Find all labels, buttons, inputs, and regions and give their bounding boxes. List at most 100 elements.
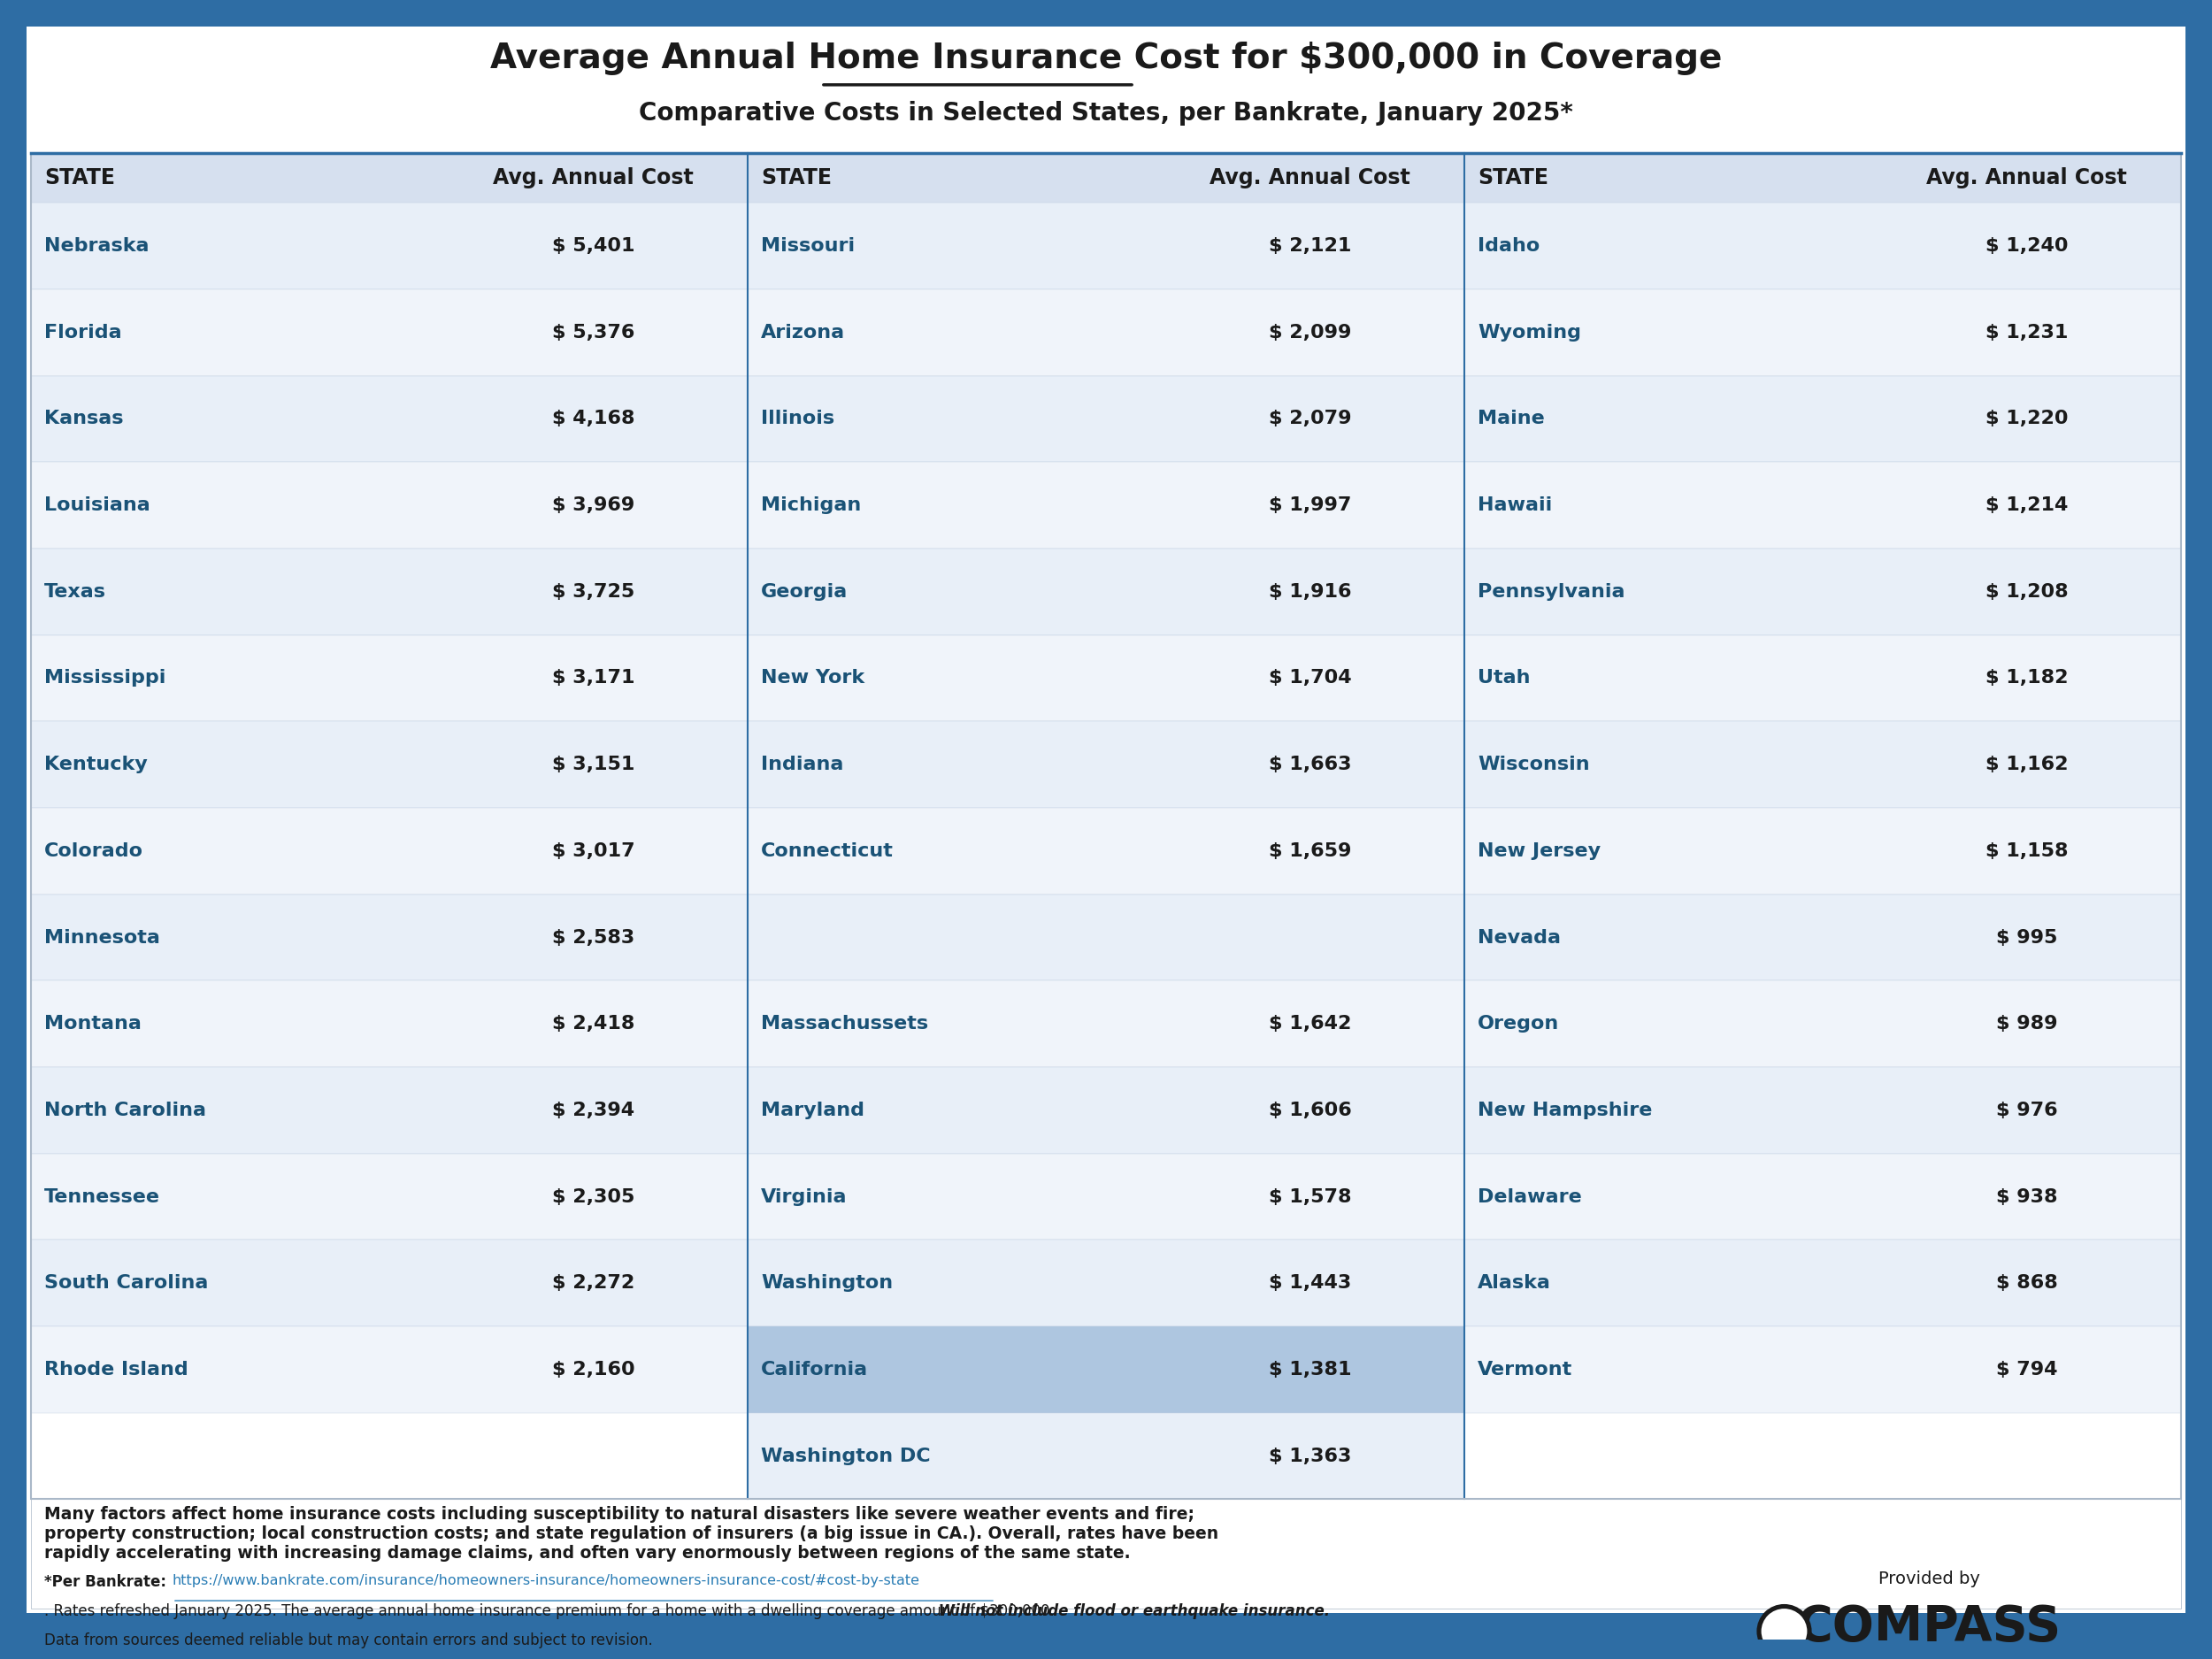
Text: Many factors affect home insurance costs including susceptibility to natural dis: Many factors affect home insurance costs… bbox=[44, 1506, 1219, 1563]
Text: Mississippi: Mississippi bbox=[44, 669, 166, 687]
Text: $ 5,376: $ 5,376 bbox=[553, 324, 635, 342]
FancyBboxPatch shape bbox=[1464, 463, 2181, 549]
Text: Nebraska: Nebraska bbox=[44, 237, 148, 255]
Text: $ 1,916: $ 1,916 bbox=[1270, 582, 1352, 601]
Text: $ 1,663: $ 1,663 bbox=[1270, 757, 1352, 773]
Text: $ 1,231: $ 1,231 bbox=[1986, 324, 2068, 342]
FancyBboxPatch shape bbox=[31, 463, 748, 549]
Text: $ 1,220: $ 1,220 bbox=[1986, 410, 2068, 428]
FancyBboxPatch shape bbox=[31, 1239, 748, 1327]
FancyBboxPatch shape bbox=[31, 549, 748, 635]
FancyBboxPatch shape bbox=[748, 202, 1464, 289]
Text: Pennsylvania: Pennsylvania bbox=[1478, 582, 1626, 601]
Text: $ 1,182: $ 1,182 bbox=[1986, 669, 2068, 687]
Text: Alaska: Alaska bbox=[1478, 1274, 1551, 1292]
FancyBboxPatch shape bbox=[31, 1327, 748, 1413]
Text: Avg. Annual Cost: Avg. Annual Cost bbox=[1927, 168, 2128, 189]
Text: https://www.bankrate.com/insurance/homeowners-insurance/homeowners-insurance-cos: https://www.bankrate.com/insurance/homeo… bbox=[173, 1574, 920, 1588]
FancyBboxPatch shape bbox=[748, 1413, 1464, 1500]
Text: $ 1,240: $ 1,240 bbox=[1986, 237, 2068, 255]
Text: . Rates refreshed January 2025. The average annual home insurance premium for a : . Rates refreshed January 2025. The aver… bbox=[44, 1603, 1055, 1619]
FancyBboxPatch shape bbox=[748, 549, 1464, 635]
Text: Vermont: Vermont bbox=[1478, 1360, 1573, 1379]
FancyBboxPatch shape bbox=[748, 1239, 1464, 1327]
Text: $ 794: $ 794 bbox=[1995, 1360, 2057, 1379]
Text: $ 1,704: $ 1,704 bbox=[1270, 669, 1352, 687]
Text: Avg. Annual Cost: Avg. Annual Cost bbox=[1210, 168, 1411, 189]
Text: $ 989: $ 989 bbox=[1995, 1015, 2057, 1034]
Text: $ 3,171: $ 3,171 bbox=[553, 669, 635, 687]
Text: Montana: Montana bbox=[44, 1015, 142, 1034]
FancyBboxPatch shape bbox=[31, 1500, 2181, 1609]
FancyBboxPatch shape bbox=[1464, 549, 2181, 635]
FancyBboxPatch shape bbox=[1464, 1067, 2181, 1153]
Text: $ 1,606: $ 1,606 bbox=[1270, 1102, 1352, 1120]
Text: Connecticut: Connecticut bbox=[761, 843, 894, 859]
Text: $ 1,363: $ 1,363 bbox=[1270, 1447, 1352, 1465]
Text: New Jersey: New Jersey bbox=[1478, 843, 1601, 859]
FancyBboxPatch shape bbox=[1464, 808, 2181, 894]
Text: Nevada: Nevada bbox=[1478, 929, 1562, 946]
FancyBboxPatch shape bbox=[31, 1153, 748, 1239]
Text: North Carolina: North Carolina bbox=[44, 1102, 206, 1120]
Text: $ 2,121: $ 2,121 bbox=[1270, 237, 1352, 255]
FancyBboxPatch shape bbox=[31, 375, 748, 463]
Text: Maryland: Maryland bbox=[761, 1102, 865, 1120]
FancyBboxPatch shape bbox=[31, 202, 748, 289]
Text: $ 1,214: $ 1,214 bbox=[1986, 496, 2068, 514]
Text: $ 2,272: $ 2,272 bbox=[553, 1274, 635, 1292]
FancyBboxPatch shape bbox=[31, 980, 748, 1067]
Text: Washington DC: Washington DC bbox=[761, 1447, 931, 1465]
Text: Data from sources deemed reliable but may contain errors and subject to revision: Data from sources deemed reliable but ma… bbox=[44, 1632, 653, 1647]
Text: Comparative Costs in Selected States, per Bankrate, January 2025*: Comparative Costs in Selected States, pe… bbox=[639, 101, 1573, 126]
FancyBboxPatch shape bbox=[748, 289, 1464, 375]
FancyBboxPatch shape bbox=[748, 808, 1464, 894]
Text: $ 2,305: $ 2,305 bbox=[553, 1188, 635, 1206]
Text: Rhode Island: Rhode Island bbox=[44, 1360, 188, 1379]
FancyBboxPatch shape bbox=[1464, 1153, 2181, 1239]
Text: $ 868: $ 868 bbox=[1995, 1274, 2057, 1292]
Text: Washington: Washington bbox=[761, 1274, 894, 1292]
FancyBboxPatch shape bbox=[1464, 289, 2181, 375]
Text: Colorado: Colorado bbox=[44, 843, 144, 859]
FancyBboxPatch shape bbox=[748, 375, 1464, 463]
Text: New York: New York bbox=[761, 669, 865, 687]
Text: Texas: Texas bbox=[44, 582, 106, 601]
Text: $ 2,160: $ 2,160 bbox=[553, 1360, 635, 1379]
Text: $ 1,443: $ 1,443 bbox=[1270, 1274, 1352, 1292]
FancyBboxPatch shape bbox=[748, 980, 1464, 1067]
FancyBboxPatch shape bbox=[748, 1327, 1464, 1413]
Text: $ 2,394: $ 2,394 bbox=[553, 1102, 635, 1120]
Text: $ 2,099: $ 2,099 bbox=[1270, 324, 1352, 342]
Text: $ 1,578: $ 1,578 bbox=[1270, 1188, 1352, 1206]
Text: Florida: Florida bbox=[44, 324, 122, 342]
FancyBboxPatch shape bbox=[31, 635, 748, 722]
FancyBboxPatch shape bbox=[31, 153, 748, 202]
FancyBboxPatch shape bbox=[1464, 635, 2181, 722]
Text: South Carolina: South Carolina bbox=[44, 1274, 208, 1292]
Text: Average Annual Home Insurance Cost for $300,000 in Coverage: Average Annual Home Insurance Cost for $… bbox=[491, 41, 1721, 75]
Text: $ 1,997: $ 1,997 bbox=[1270, 496, 1352, 514]
Text: Massachussets: Massachussets bbox=[761, 1015, 929, 1034]
Text: Michigan: Michigan bbox=[761, 496, 860, 514]
Text: Virginia: Virginia bbox=[761, 1188, 847, 1206]
FancyBboxPatch shape bbox=[748, 153, 1464, 202]
Text: Oregon: Oregon bbox=[1478, 1015, 1559, 1034]
FancyBboxPatch shape bbox=[1464, 153, 2181, 202]
Text: $ 5,401: $ 5,401 bbox=[553, 237, 635, 255]
Text: STATE: STATE bbox=[761, 168, 832, 189]
Text: $ 2,418: $ 2,418 bbox=[553, 1015, 635, 1034]
Text: Maine: Maine bbox=[1478, 410, 1544, 428]
Circle shape bbox=[1761, 1608, 1807, 1656]
Text: $ 3,969: $ 3,969 bbox=[553, 496, 635, 514]
FancyBboxPatch shape bbox=[27, 27, 2185, 1613]
Text: Kentucky: Kentucky bbox=[44, 757, 148, 773]
FancyBboxPatch shape bbox=[1464, 1239, 2181, 1327]
FancyBboxPatch shape bbox=[748, 463, 1464, 549]
Text: Louisiana: Louisiana bbox=[44, 496, 150, 514]
Text: $ 2,079: $ 2,079 bbox=[1270, 410, 1352, 428]
Text: Provided by: Provided by bbox=[1878, 1569, 1980, 1588]
FancyBboxPatch shape bbox=[748, 635, 1464, 722]
Text: $ 1,659: $ 1,659 bbox=[1270, 843, 1352, 859]
Text: New Hampshire: New Hampshire bbox=[1478, 1102, 1652, 1120]
